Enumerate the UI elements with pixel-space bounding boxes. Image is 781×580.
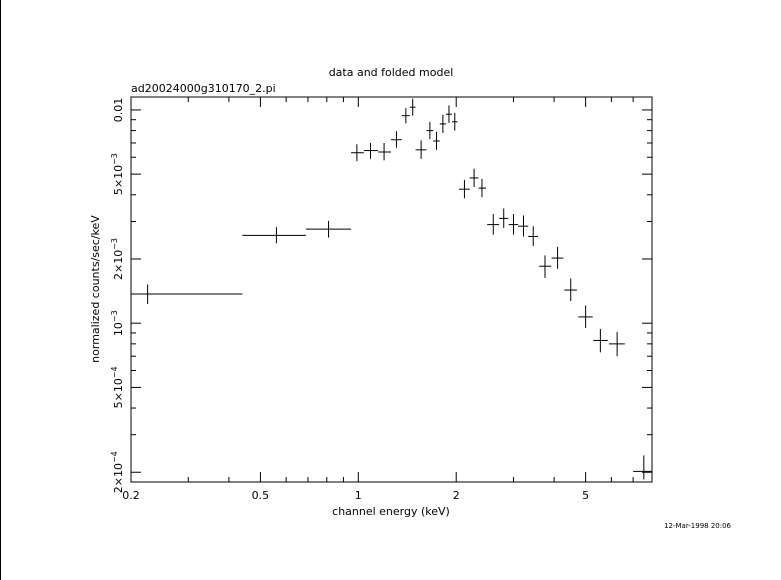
y-tick-label: 10−3 [110, 310, 125, 336]
chart-title: data and folded model [329, 66, 454, 79]
y-axis: 0.01 5×10−3 2×10−3 10−3 5×10−4 2×10−4 [110, 98, 652, 493]
x-axis: 0.2 0.5 1 2 5 [122, 97, 653, 502]
data-point [528, 226, 539, 247]
y-tick-label: 5×10−3 [110, 153, 125, 195]
svg-text:2×10−3: 2×10−3 [110, 238, 125, 280]
data-point [439, 114, 446, 133]
y-tick-label: 0.01 [112, 98, 125, 123]
data-point [578, 305, 593, 328]
data-point [499, 208, 509, 228]
data-point [451, 112, 458, 131]
y-axis-label: normalized counts/sec/keV [89, 215, 102, 363]
timestamp: 12-Mar-1998 20:06 [664, 522, 731, 530]
x-tick-label: 5 [582, 489, 589, 502]
y-tick-label: 5×10−4 [110, 366, 125, 408]
svg-text:5×10−4: 5×10−4 [110, 366, 125, 408]
data-point [459, 179, 470, 199]
svg-text:2×10−4: 2×10−4 [110, 451, 125, 493]
svg-text:5×10−3: 5×10−3 [110, 153, 125, 195]
x-axis-label: channel energy (keV) [332, 505, 450, 518]
data-point [518, 215, 529, 237]
x-tick-label: 1 [355, 489, 362, 502]
data-point [415, 140, 427, 159]
data-point [469, 168, 479, 188]
window-left-edge [0, 0, 1, 580]
data-point [409, 98, 416, 116]
data-point [305, 220, 352, 238]
y-tick-label: 2×10−4 [110, 451, 125, 493]
data-point [487, 214, 500, 235]
x-tick-label: 0.2 [122, 489, 140, 502]
data-point [593, 328, 608, 353]
data-points [131, 98, 652, 480]
data-point [131, 284, 243, 305]
data-point [433, 131, 440, 150]
x-tick-label: 2 [453, 489, 460, 502]
data-point [390, 131, 402, 148]
data-point [508, 214, 519, 235]
data-point [478, 178, 487, 198]
chart-subtitle: ad20024000g310170_2.pi [131, 82, 276, 95]
y-tick-label: 2×10−3 [110, 238, 125, 280]
data-point [633, 455, 652, 480]
plot-frame [130, 96, 653, 483]
data-point [608, 331, 625, 357]
data-point [401, 108, 410, 124]
data-point [564, 278, 577, 302]
data-point [539, 255, 552, 278]
svg-text:10−3: 10−3 [110, 310, 125, 336]
data-point [242, 227, 306, 244]
data-point [363, 142, 379, 159]
data-point [351, 144, 364, 162]
data-point [426, 121, 434, 140]
x-tick-label: 0.5 [252, 489, 270, 502]
data-point [445, 105, 452, 123]
data-point [551, 246, 564, 269]
svg-text:0.01: 0.01 [112, 98, 125, 123]
data-point [378, 142, 391, 161]
